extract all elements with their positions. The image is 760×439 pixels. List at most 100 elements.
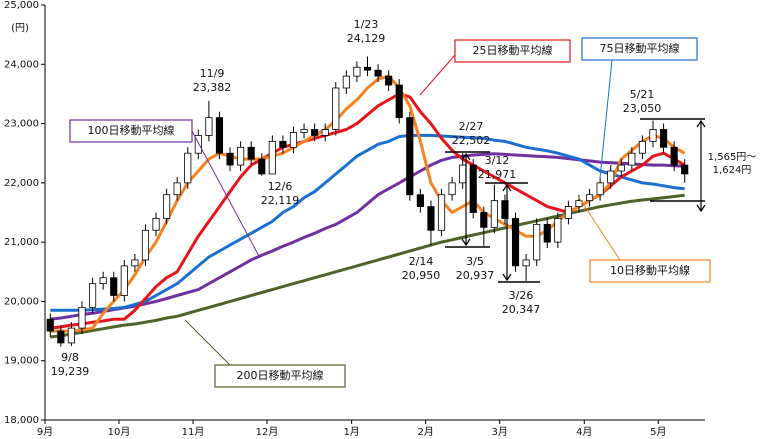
candle-body <box>607 170 615 184</box>
candle-body <box>427 206 435 231</box>
y-tick-label: 23,000 <box>4 119 39 130</box>
candle-body <box>554 218 562 243</box>
candle-body <box>659 129 668 148</box>
candle-body <box>247 146 255 160</box>
annotation-date: 3/26 <box>509 289 534 302</box>
annotation-value: 23,050 <box>623 102 662 115</box>
ma-line <box>50 133 685 312</box>
annotation-value: 22,119 <box>261 194 300 207</box>
candle-body <box>120 265 128 296</box>
candle-body <box>268 140 276 175</box>
x-tick-label: 4月 <box>576 426 592 438</box>
candle-body <box>163 194 171 219</box>
candle-body <box>311 129 319 136</box>
x-tick-label: 12月 <box>256 426 279 438</box>
annotation-date: 3/5 <box>466 255 484 268</box>
ma-leader <box>191 130 261 259</box>
candle-body <box>67 327 76 344</box>
candle-body <box>522 259 530 267</box>
candle-body <box>173 182 181 196</box>
candle-body <box>395 84 403 119</box>
candle-body <box>437 194 446 231</box>
annotation-value: 22,502 <box>452 134 491 147</box>
candle-body <box>416 194 424 207</box>
candle-body <box>628 152 636 166</box>
x-tick-label: 3月 <box>491 426 507 438</box>
candle-body <box>385 75 393 86</box>
y-tick-label: 19,000 <box>4 356 39 367</box>
range-note: 1,624円 <box>713 165 752 176</box>
candle-body <box>406 117 414 196</box>
annotation-value: 20,937 <box>456 269 495 282</box>
candle-body <box>363 66 372 71</box>
candle-body <box>480 212 488 228</box>
annotation-value: 20,347 <box>502 303 541 316</box>
ma-label: 200日移動平均線 <box>237 368 324 382</box>
x-tick-label: 11月 <box>182 426 205 438</box>
candle-body <box>226 152 234 166</box>
candle-body <box>681 164 689 175</box>
annotation-date: 9/8 <box>61 351 79 364</box>
annotation-date: 12/6 <box>268 180 293 193</box>
x-tick-label: 2月 <box>417 426 433 438</box>
x-tick-label: 9月 <box>37 426 53 438</box>
candle-body <box>152 218 160 231</box>
candle-body <box>46 318 54 332</box>
candle-body <box>649 129 657 142</box>
candle-body <box>205 117 213 136</box>
candle-body <box>258 158 266 175</box>
candle-body <box>374 69 382 77</box>
candle-body <box>99 277 107 285</box>
candle-body <box>638 140 646 154</box>
ma-label-box <box>581 37 698 61</box>
annotation-date: 5/21 <box>630 88 655 101</box>
candle-body <box>575 200 583 207</box>
arrow-head <box>502 183 512 282</box>
x-tick-label: 5月 <box>650 426 666 438</box>
annotation-value: 20,950 <box>402 269 441 282</box>
y-tick-label: 21,000 <box>4 237 39 248</box>
candle-body <box>184 152 192 184</box>
annotation-value: 21,971 <box>478 168 517 181</box>
candle-body <box>353 66 361 77</box>
ma-label: 25日移動平均線 <box>473 43 553 57</box>
candle-body <box>596 182 604 196</box>
arrow-head <box>461 152 471 247</box>
y-tick-label: 24,000 <box>4 59 39 70</box>
ma-leader <box>599 59 613 179</box>
annotation-date: 11/9 <box>200 67 225 80</box>
candle-body <box>194 135 202 154</box>
candle-body <box>501 200 509 219</box>
x-tick-label: 1月 <box>343 426 359 438</box>
x-tick-label: 10月 <box>108 426 131 438</box>
candle-body <box>321 129 329 136</box>
candle-body <box>469 164 477 213</box>
candle-body <box>448 182 456 196</box>
candle-body <box>543 223 551 243</box>
candle-body <box>110 277 118 296</box>
candle-body <box>215 117 224 154</box>
candle-body <box>490 200 498 228</box>
candle-body <box>289 132 298 148</box>
annotation-date: 2/27 <box>459 120 484 133</box>
candle-body <box>89 283 97 308</box>
y-tick-label: 20,000 <box>4 296 39 307</box>
ma-label: 75日移動平均線 <box>600 41 680 55</box>
ma-leader <box>577 195 621 261</box>
ma-label-box <box>589 259 711 283</box>
annotation-date: 2/14 <box>409 255 434 268</box>
candle-body <box>332 87 340 130</box>
ma-leader <box>184 319 231 366</box>
ma-leader <box>419 54 456 96</box>
annotation-value: 23,382 <box>193 81 232 94</box>
candle-body <box>78 306 86 329</box>
annotation-date: 1/23 <box>354 18 379 31</box>
candle-body <box>131 259 139 267</box>
candle-body <box>279 140 287 148</box>
range-note: 1,565円～ <box>708 152 757 163</box>
annotation-date: 3/12 <box>485 154 510 167</box>
y-tick-label: 18,000 <box>4 415 39 426</box>
candle-body <box>141 229 150 261</box>
candle-body <box>670 146 678 166</box>
